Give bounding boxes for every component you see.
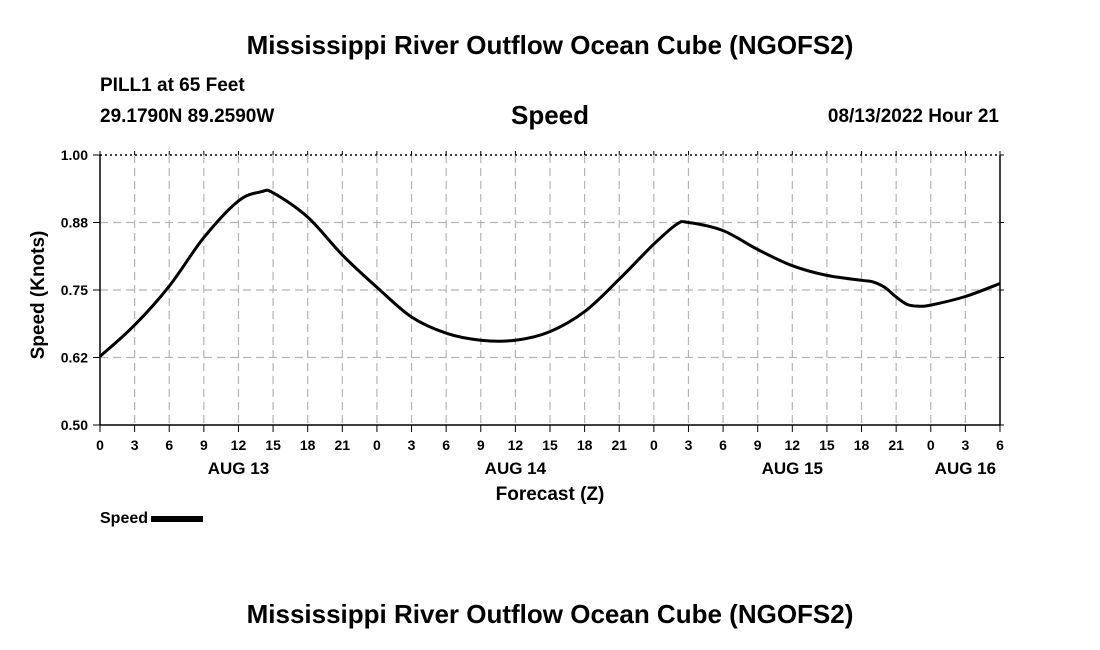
y-tick-label: 0.50 [61, 417, 88, 433]
footer-title: Mississippi River Outflow Ocean Cube (NG… [246, 599, 854, 629]
chart-subtitle: Speed [510, 100, 590, 130]
x-tick-label: 3 [131, 437, 139, 453]
day-label: AUG 13 [208, 459, 269, 478]
legend: Speed [100, 510, 204, 528]
y-tick-label: 0.75 [61, 282, 88, 298]
x-tick-label: 6 [165, 437, 173, 453]
day-label: AUG 14 [485, 459, 547, 478]
x-tick-label: 9 [200, 437, 208, 453]
x-tick-label: 3 [961, 437, 969, 453]
x-tick-label: 9 [477, 437, 485, 453]
day-label: AUG 16 [935, 459, 996, 478]
x-tick-label: 0 [96, 437, 104, 453]
x-tick-label: 18 [854, 437, 870, 453]
x-tick-label: 6 [442, 437, 450, 453]
y-tick-label: 1.00 [61, 147, 88, 163]
x-tick-label: 18 [300, 437, 316, 453]
x-tick-label: 3 [685, 437, 693, 453]
x-tick-label: 12 [231, 437, 247, 453]
x-tick-label: 6 [719, 437, 727, 453]
x-tick-label: 21 [335, 437, 351, 453]
y-axis-title: Speed (Knots) [28, 231, 49, 360]
x-tick-label: 12 [508, 437, 524, 453]
legend-label: Speed [100, 510, 149, 527]
day-label: AUG 15 [762, 459, 823, 478]
x-tick-label: 0 [373, 437, 381, 453]
x-tick-label: 0 [927, 437, 935, 453]
x-tick-label: 6 [996, 437, 1004, 453]
x-tick-label: 18 [577, 437, 593, 453]
y-tick-label: 0.62 [61, 350, 88, 366]
x-tick-label: 12 [785, 437, 801, 453]
x-axis-title: Forecast (Z) [496, 484, 605, 505]
x-tick-label: 21 [611, 437, 627, 453]
speed-series-line [98, 188, 1001, 358]
x-tick-label: 15 [819, 437, 835, 453]
x-tick-label: 3 [408, 437, 416, 453]
y-tick-label: 0.88 [61, 215, 88, 231]
forecast-timestamp: 08/13/2022 Hour 21 [827, 106, 999, 127]
x-tick-label: 15 [542, 437, 558, 453]
x-tick-label: 21 [888, 437, 904, 453]
legend-line-swatch [151, 515, 204, 522]
station-coordinates: 29.1790N 89.2590W [100, 106, 275, 127]
x-tick-label: 0 [650, 437, 658, 453]
x-tick-label: 15 [265, 437, 281, 453]
x-tick-label: 9 [754, 437, 762, 453]
station-label: PILL1 at 65 Feet [100, 75, 245, 96]
main-title: Mississippi River Outflow Ocean Cube (NG… [246, 30, 854, 60]
